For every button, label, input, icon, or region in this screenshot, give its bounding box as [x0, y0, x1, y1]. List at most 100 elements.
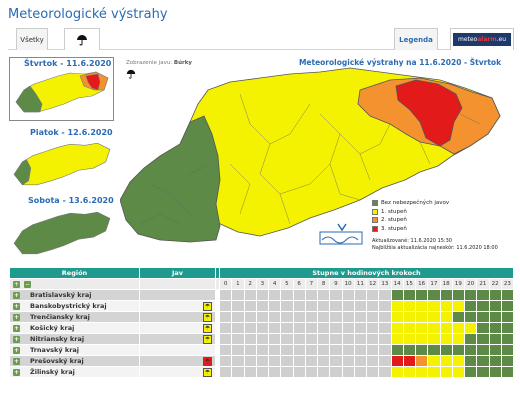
- collapse-all-button[interactable]: −: [24, 281, 31, 288]
- hour-header: 14: [390, 278, 404, 290]
- expand-row-button[interactable]: +: [13, 325, 20, 332]
- hour-cell: [341, 311, 355, 323]
- hour-cell: [378, 311, 392, 323]
- hour-cell: [231, 344, 245, 356]
- thumb-map-thursday[interactable]: [14, 68, 110, 116]
- hour-cell: [267, 300, 282, 312]
- table-row[interactable]: + Prešovský kraj ☂: [9, 355, 515, 367]
- hour-cell: [292, 333, 306, 345]
- hour-cell: [280, 333, 294, 345]
- update-info: Aktualizované: 11.6.2020 15:30 Najbližši…: [372, 238, 498, 251]
- hour-cell: [353, 333, 368, 345]
- hour-cell: [316, 344, 331, 356]
- thumb-label-saturday[interactable]: Sobota - 13.6.2020: [28, 196, 114, 205]
- hour-cell: [500, 289, 515, 301]
- hour-header: 11: [353, 278, 368, 290]
- thumb-label-friday[interactable]: Piatok - 12.6.2020: [30, 128, 113, 137]
- thumb-map-friday[interactable]: [12, 139, 112, 189]
- umbrella-icon[interactable]: ☂: [203, 356, 212, 366]
- expand-row-button[interactable]: +: [13, 347, 20, 354]
- hour-cell: [451, 289, 466, 301]
- legend-item-level1: 1. stupeň: [372, 208, 449, 217]
- expand-row-button[interactable]: +: [13, 292, 20, 299]
- umbrella-icon[interactable]: ☂: [203, 334, 212, 344]
- umbrella-icon[interactable]: ☂: [203, 367, 212, 377]
- hour-header: 3: [255, 278, 270, 290]
- hour-cell: [267, 355, 282, 367]
- hour-cell: [365, 300, 380, 312]
- expand-all-button[interactable]: +: [13, 281, 20, 288]
- hour-cell: [414, 355, 429, 367]
- expand-row-button[interactable]: +: [13, 336, 20, 343]
- region-name: Trnavský kraj: [30, 346, 80, 354]
- hour-cell: [451, 333, 466, 345]
- expand-row-button[interactable]: +: [13, 314, 20, 321]
- table-row[interactable]: + Trenčiansky kraj ☂: [9, 311, 515, 323]
- hour-cell: [316, 366, 331, 378]
- page-title: Meteorologické výstrahy: [8, 7, 168, 22]
- hour-cell: [500, 322, 515, 334]
- hour-header: 6: [292, 278, 306, 290]
- hour-cell: [390, 289, 404, 301]
- hour-cell: [280, 311, 294, 323]
- hour-cell: [353, 300, 368, 312]
- hour-cell: [292, 355, 306, 367]
- hour-cell: [476, 344, 490, 356]
- hour-cell: [402, 344, 417, 356]
- thumb-map-saturday[interactable]: [12, 208, 112, 258]
- hour-cell: [427, 355, 441, 367]
- hour-cell: [218, 344, 233, 356]
- region-name: Trenčiansky kraj: [30, 313, 90, 321]
- hour-cell: [267, 333, 282, 345]
- umbrella-icon[interactable]: ☂: [203, 323, 212, 333]
- hour-cell: [390, 355, 404, 367]
- meteoalarm-link[interactable]: meteo alarm .eu: [450, 28, 514, 50]
- table-row[interactable]: + Nitriansky kraj ☂: [9, 333, 515, 345]
- hour-cell: [231, 333, 245, 345]
- hour-cell: [255, 322, 270, 334]
- table-row[interactable]: + Bratislavský kraj: [9, 289, 515, 301]
- umbrella-icon[interactable]: ☂: [203, 312, 212, 322]
- hour-cell: [267, 366, 282, 378]
- hour-cell: [378, 333, 392, 345]
- tab-legend[interactable]: Legenda: [394, 28, 438, 50]
- table-row[interactable]: + Košický kraj ☂: [9, 322, 515, 334]
- hour-header: 0: [218, 278, 233, 290]
- hour-cell: [439, 366, 453, 378]
- expand-row-button[interactable]: +: [13, 358, 20, 365]
- hour-cell: [390, 300, 404, 312]
- hour-cell: [463, 344, 478, 356]
- hour-cell: [304, 366, 319, 378]
- hour-cell: [476, 333, 490, 345]
- table-row[interactable]: + Žilinský kraj ☂: [9, 366, 515, 378]
- hour-cell: [316, 322, 331, 334]
- col-phenomenon: Jav: [139, 267, 216, 279]
- hour-header: 16: [414, 278, 429, 290]
- hour-cell: [451, 355, 466, 367]
- tab-all[interactable]: Všetky: [16, 28, 48, 50]
- hour-cell: [427, 322, 441, 334]
- table-row[interactable]: + Trnavský kraj: [9, 344, 515, 356]
- hour-cell: [476, 311, 490, 323]
- hour-cell: [255, 344, 270, 356]
- hour-cell: [439, 344, 453, 356]
- hour-cell: [292, 311, 306, 323]
- warning-map[interactable]: [120, 64, 505, 254]
- thumb-label-thursday[interactable]: Štvrtok - 11.6.2020: [24, 59, 112, 68]
- hour-header: 20: [463, 278, 478, 290]
- hour-cell: [378, 322, 392, 334]
- expand-row-button[interactable]: +: [13, 369, 20, 376]
- hour-cell: [231, 300, 245, 312]
- hour-cell: [316, 355, 331, 367]
- expand-row-button[interactable]: +: [13, 303, 20, 310]
- hour-cell: [488, 333, 502, 345]
- table-row[interactable]: + Banskobystrický kraj ☂: [9, 300, 515, 312]
- hour-header: 4: [267, 278, 282, 290]
- hour-cell: [402, 333, 417, 345]
- hour-cell: [365, 289, 380, 301]
- hour-cell: [427, 289, 441, 301]
- tab-storms[interactable]: [64, 28, 100, 50]
- hour-cell: [280, 355, 294, 367]
- hour-cell: [402, 289, 417, 301]
- umbrella-icon[interactable]: ☂: [203, 301, 212, 311]
